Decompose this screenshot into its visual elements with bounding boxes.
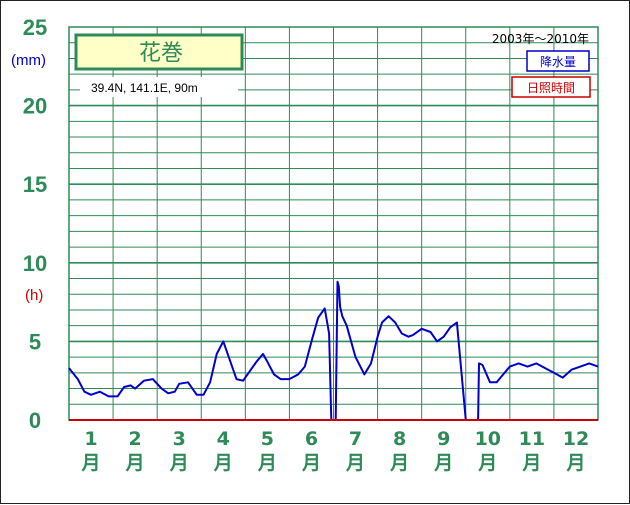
y-unit-rain: (mm) [11, 52, 46, 69]
x-tick-unit: 月 [169, 452, 189, 474]
y-tick-label: 25 [23, 15, 47, 40]
x-tick-label: 11 [519, 428, 545, 450]
x-tick-label: 8 [393, 428, 406, 450]
x-tick-label: 6 [305, 428, 318, 450]
y-tick-label: 20 [23, 94, 47, 119]
x-tick-unit: 月 [521, 452, 541, 474]
legend-sun-box [511, 76, 591, 98]
x-tick-unit: 月 [565, 452, 585, 474]
station-box [74, 33, 244, 71]
x-tick-unit: 月 [433, 452, 453, 474]
legend-rain-box [526, 50, 590, 72]
x-tick-unit: 月 [477, 452, 497, 474]
x-tick-label: 1 [84, 428, 97, 450]
x-tick-unit: 月 [257, 452, 277, 474]
x-tick-label: 9 [437, 428, 450, 450]
legend-sun: 日照時間 [527, 81, 575, 95]
y-tick-label: 5 [29, 329, 41, 354]
x-tick-label: 5 [261, 428, 274, 450]
x-tick-label: 12 [563, 428, 589, 450]
y-tick-label: 0 [29, 408, 41, 433]
x-tick-unit: 月 [81, 452, 101, 474]
legend-rain: 降水量 [540, 55, 576, 69]
period-label: 2003年〜2010年 [492, 32, 589, 46]
station-location: 39.4N, 141.1E, 90m [91, 81, 198, 95]
y-tick-label: 15 [23, 172, 47, 197]
x-tick-label: 3 [173, 428, 186, 450]
series-layer [68, 280, 599, 421]
x-tick-unit: 月 [345, 452, 365, 474]
y-tick-label: 10 [23, 251, 47, 276]
y-unit-sun: (h) [25, 287, 43, 304]
x-tick-unit: 月 [125, 452, 145, 474]
y-tick-labels: 0 5 10 15 20 25 [23, 15, 47, 433]
x-tick-unit: 月 [301, 452, 321, 474]
station-name: 花巻 [139, 41, 183, 66]
x-tick-label: 4 [217, 428, 230, 450]
x-tick-label: 7 [349, 428, 362, 450]
x-tick-unit: 月 [213, 452, 233, 474]
x-tick-label: 2 [129, 428, 142, 450]
location-box [80, 77, 238, 97]
x-tick-unit: 月 [389, 452, 409, 474]
x-tick-label: 10 [475, 428, 501, 450]
